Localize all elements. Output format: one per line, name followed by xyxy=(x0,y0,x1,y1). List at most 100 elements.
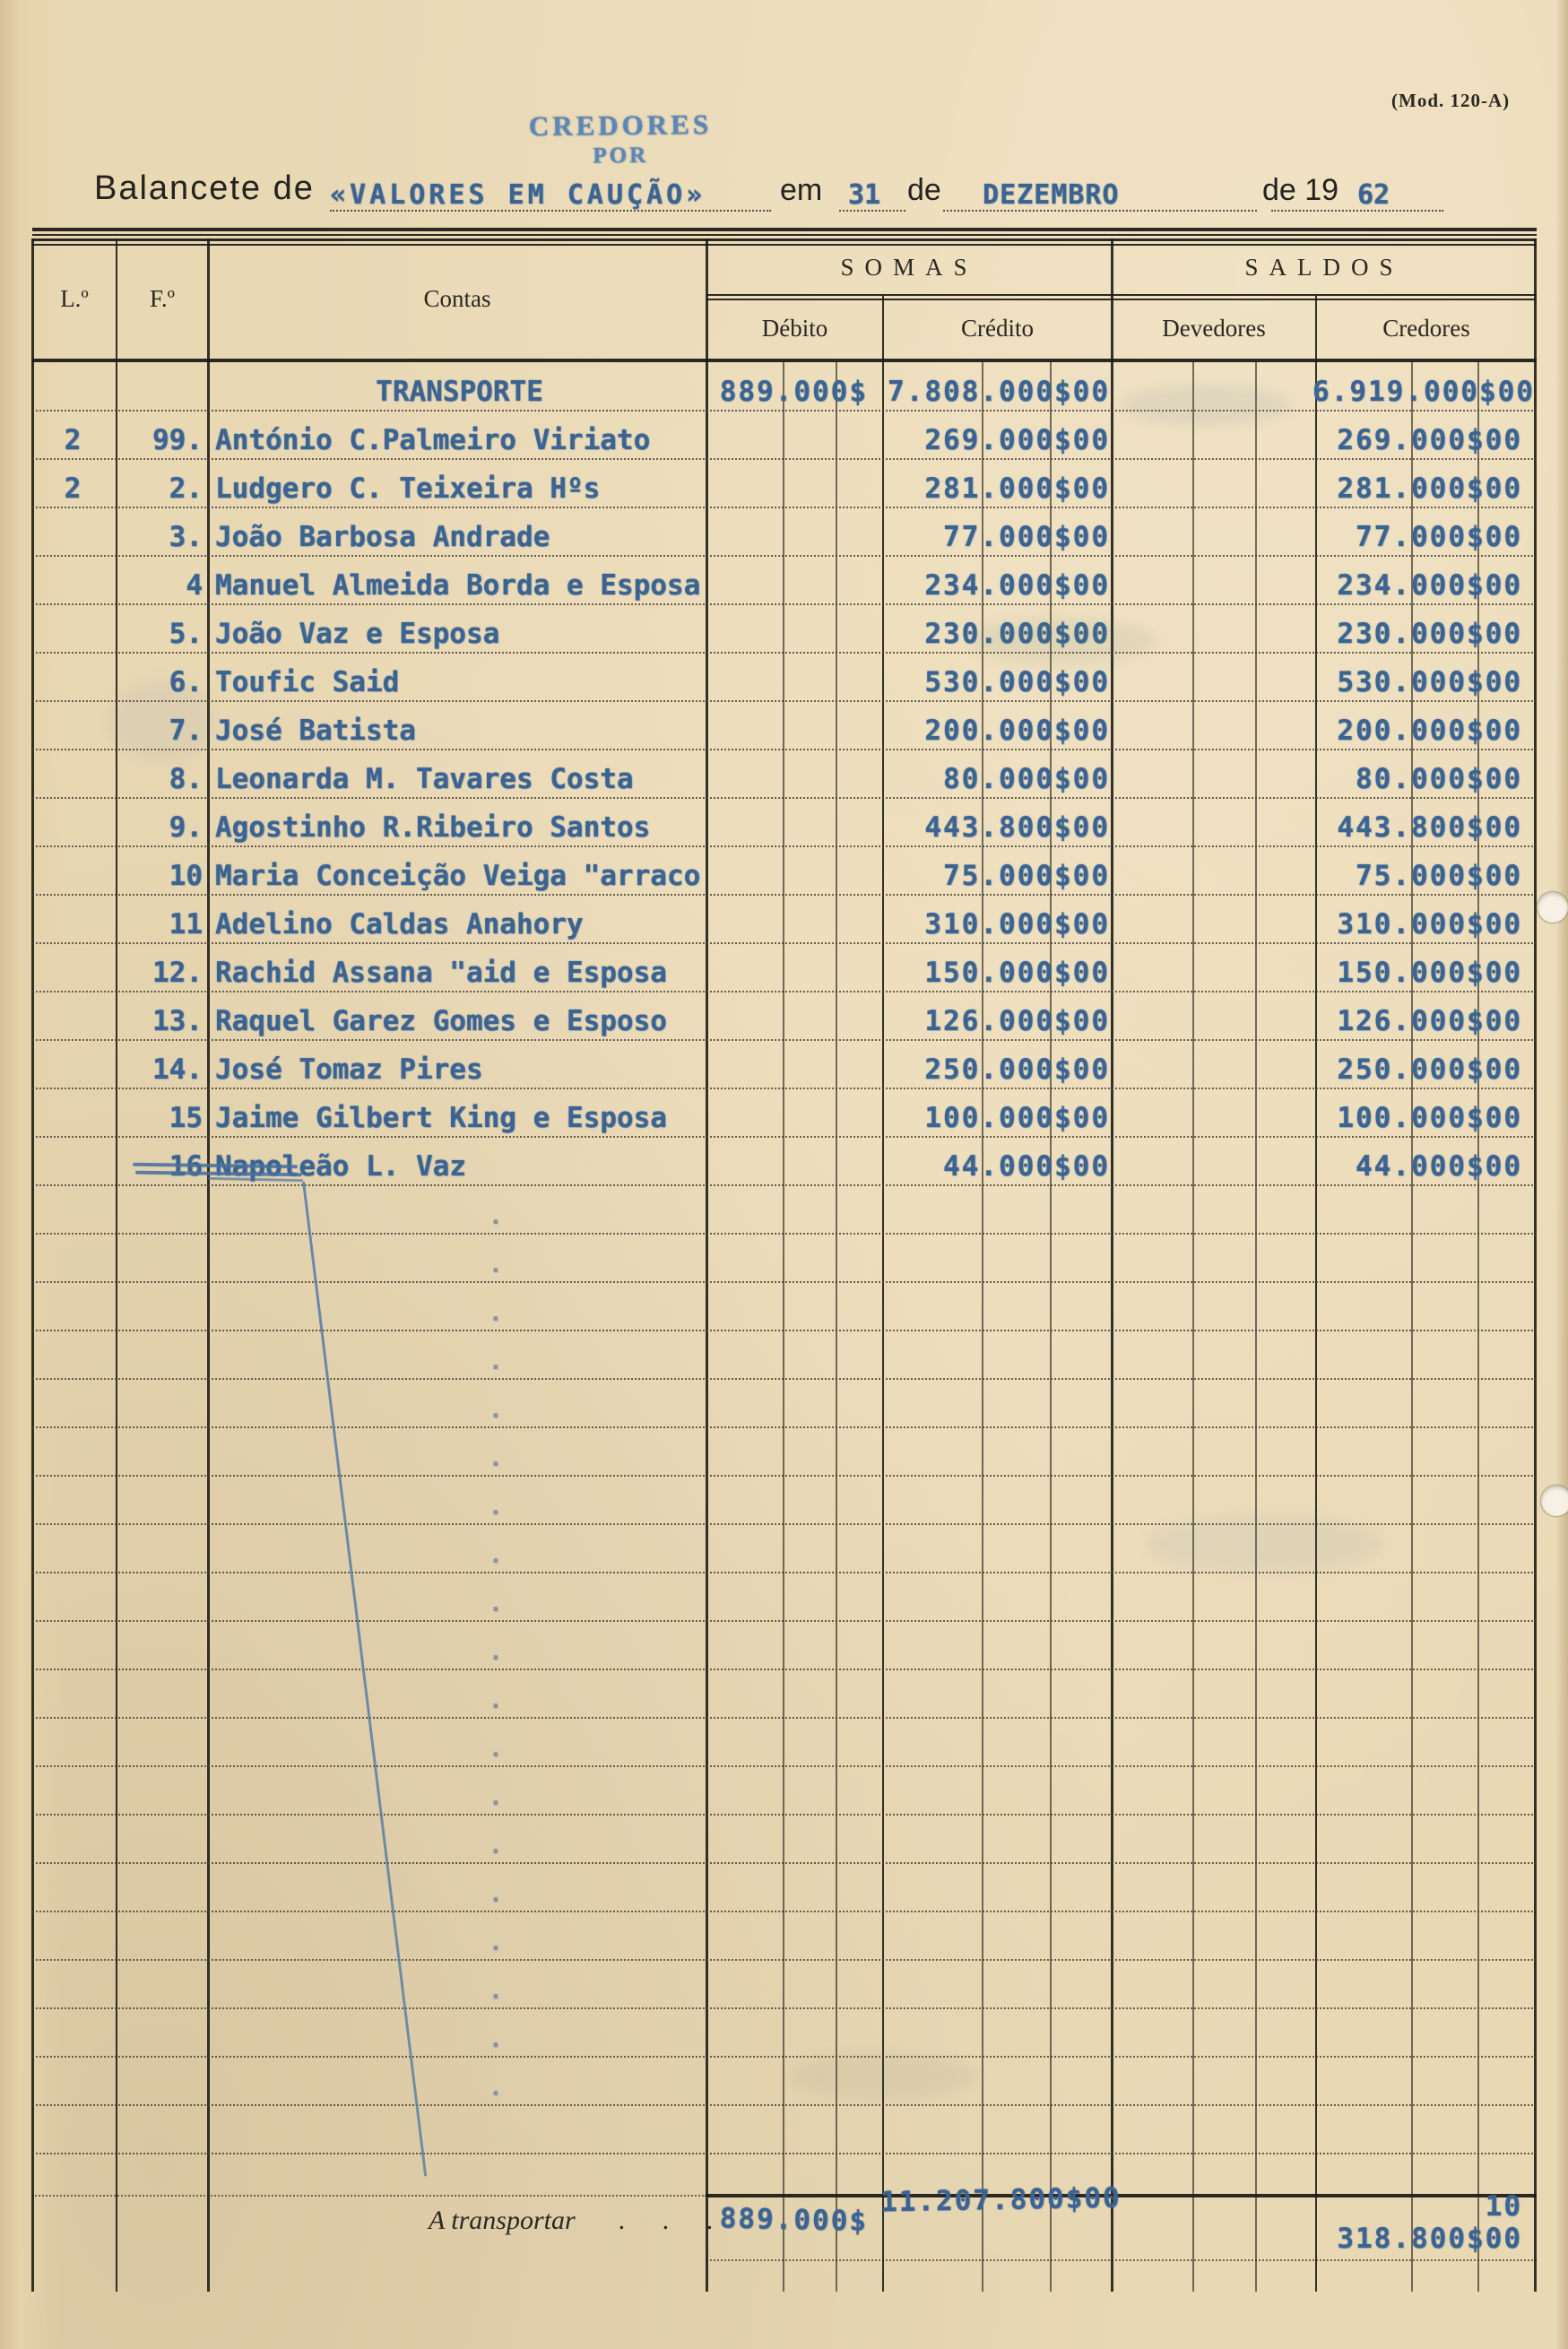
cell-conta: Leonarda M. Tavares Costa xyxy=(215,763,634,795)
row-separator xyxy=(32,1281,1537,1283)
header-lno: L.º xyxy=(60,284,89,312)
column-divider xyxy=(116,238,117,2292)
cell-credores: 80.000$00 xyxy=(1356,763,1522,795)
ledger-row: 4 Manuel Almeida Borda e Esposa 234.000$00… xyxy=(0,556,1537,604)
footer-credores-total: 10 318.800$00 xyxy=(1337,2190,1522,2255)
cell-conta: António C.Palmeiro Viriato xyxy=(215,424,651,456)
row-separator xyxy=(32,1620,1537,1622)
column-divider xyxy=(1315,296,1317,2292)
cell-credores: 77.000$00 xyxy=(1356,521,1522,553)
dotted-underline xyxy=(839,210,905,212)
row-separator xyxy=(32,1717,1537,1719)
title-day-typed: 31 xyxy=(848,179,881,211)
leader-dots: . . . xyxy=(618,2206,714,2235)
typed-dot: . xyxy=(489,1203,503,1230)
cell-credores: 126.000$00 xyxy=(1337,1005,1522,1037)
cell-lno: 2 xyxy=(64,424,82,456)
form-model-number: (Mod. 120-A) xyxy=(1391,90,1511,111)
typed-dot: . xyxy=(489,1784,503,1811)
row-separator xyxy=(32,1184,1537,1186)
header-credito: Crédito xyxy=(961,315,1034,342)
title-de19: de 19 xyxy=(1262,173,1339,207)
cell-conta: Ludgero C. Teixeira Hºs xyxy=(215,472,601,505)
carry-forward-text: A transportar xyxy=(429,2206,576,2235)
ledger-row: 2 2. Ludgero C. Teixeira Hºs 281.000$00 281.… xyxy=(0,459,1537,507)
typed-dot: . xyxy=(489,2026,503,2053)
hole-punch xyxy=(1541,1486,1568,1516)
column-divider xyxy=(1111,238,1113,2292)
cell-conta: Adelino Caldas Anahory xyxy=(215,908,584,940)
cell-credores: 310.000$00 xyxy=(1337,908,1522,940)
row-separator xyxy=(32,1911,1537,1912)
row-separator xyxy=(32,1814,1537,1816)
cell-conta: Rachid Assana "aid e Esposa xyxy=(215,957,667,989)
cell-fno: 9. xyxy=(169,811,203,844)
cell-lno: 2 xyxy=(64,472,82,505)
cell-credores: 530.000$00 xyxy=(1337,666,1522,698)
cell-conta: Manuel Almeida Borda e Esposa xyxy=(215,569,701,602)
cell-fno: 10 xyxy=(169,860,203,892)
typed-dot: . xyxy=(489,1300,503,1327)
cell-debito: 889.000$ xyxy=(719,376,868,408)
ledger-row: 3. João Barbosa Andrade 77.000$00 77.000$00 xyxy=(0,507,1537,556)
row-separator xyxy=(32,1426,1537,1428)
typed-dot: . xyxy=(489,1494,503,1521)
row-separator xyxy=(32,2104,1537,2106)
cell-credito: 77.000$00 xyxy=(943,521,1110,553)
cell-conta: Maria Conceição Veiga "arraco xyxy=(215,860,701,892)
carry-forward-label: A transportar . . . xyxy=(429,2206,713,2236)
row-separator xyxy=(32,1039,1537,1041)
cell-credores: 200.000$00 xyxy=(1337,715,1522,747)
typed-dot: . xyxy=(489,1252,503,1279)
cell-fno: 11 xyxy=(169,908,203,940)
typed-dot: . xyxy=(489,1591,503,1617)
cell-credores: 44.000$00 xyxy=(1356,1150,1522,1183)
row-separator xyxy=(32,1136,1537,1138)
cell-credito: 281.000$00 xyxy=(924,472,1110,505)
cell-credito: 310.000$00 xyxy=(924,908,1110,940)
row-separator xyxy=(32,603,1537,605)
header-bottom-border xyxy=(32,359,1537,362)
cell-credito: 75.000$00 xyxy=(943,860,1110,892)
cell-conta: José Tomaz Pires xyxy=(215,1053,483,1086)
cell-fno: 14. xyxy=(152,1053,203,1086)
row-separator xyxy=(32,894,1537,896)
cell-credito: 443.800$00 xyxy=(924,811,1110,844)
cell-fno: 12. xyxy=(152,957,203,989)
cell-credores: 250.000$00 xyxy=(1337,1053,1522,1086)
cell-credores: 234.000$00 xyxy=(1337,569,1522,602)
row-separator xyxy=(32,1572,1537,1573)
header-divider xyxy=(706,299,1537,300)
ledger-row: TRANSPORTE 889.000$ 7.808.000$00 6.919.000$… xyxy=(0,362,1537,411)
cell-credores: 6.919.000$00 xyxy=(1312,376,1535,408)
cell-credito: 150.000$00 xyxy=(924,957,1110,989)
ledger-row: 8. Leonarda M. Tavares Costa 80.000$00 80.0… xyxy=(0,750,1537,798)
row-separator xyxy=(32,555,1537,557)
cell-conta: Toufic Said xyxy=(215,666,400,698)
dotted-underline xyxy=(330,210,771,212)
ledger-row: 7. José Batista 200.000$00 200.000$00 xyxy=(0,701,1537,750)
cell-credores: 269.000$00 xyxy=(1337,424,1522,456)
column-divider xyxy=(882,296,884,2292)
cell-conta: Raquel Garez Gomes e Esposo xyxy=(215,1005,667,1037)
cell-credores: 75.000$00 xyxy=(1356,860,1522,892)
cell-credito: 80.000$00 xyxy=(943,763,1110,795)
title-year-typed: 62 xyxy=(1357,179,1390,211)
cell-fno: 99. xyxy=(152,424,203,456)
ledger-row: 15 Jaime Gilbert King e Esposa 100.000$00 1… xyxy=(0,1088,1537,1137)
digit-guide-line xyxy=(836,362,837,2292)
row-separator xyxy=(32,1088,1537,1089)
row-separator xyxy=(32,991,1537,992)
cell-fno: 5. xyxy=(169,618,203,650)
title-month-typed: DEZEMBRO xyxy=(983,179,1120,211)
cell-credito: 230.000$00 xyxy=(924,618,1110,650)
stamp-line-2: POR xyxy=(593,143,649,169)
row-separator xyxy=(32,652,1537,654)
ledger-row: 9. Agostinho R.Ribeiro Santos 443.800$00 44… xyxy=(0,798,1537,846)
typed-dot: . xyxy=(489,1978,503,2005)
cell-conta: José Batista xyxy=(215,715,416,747)
cell-credito: 7.808.000$00 xyxy=(888,376,1110,408)
typed-dot: . xyxy=(489,1445,503,1472)
header-divider xyxy=(706,294,1537,296)
cell-conta: Jaime Gilbert King e Esposa xyxy=(215,1102,667,1134)
